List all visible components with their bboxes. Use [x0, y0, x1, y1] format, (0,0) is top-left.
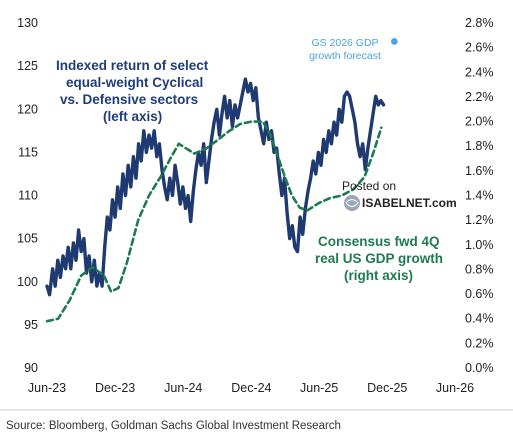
forecast-annotation-line-2: growth forecast — [309, 50, 381, 62]
x-axis-tick-label: Dec-25 — [367, 381, 407, 395]
watermark: Posted on ISABELNET.com — [342, 179, 457, 211]
source-note: Source: Bloomberg, Goldman Sachs Global … — [6, 420, 341, 432]
gdp-growth-series-line — [45, 120, 383, 323]
gdp-annotation-line-1: Consensus fwd 4Q — [318, 234, 440, 249]
forecast-point — [391, 38, 398, 45]
left-axis-tick-label: 90 — [24, 361, 38, 375]
left-axis-tick-label: 125 — [17, 59, 38, 73]
right-axis-tick-label: 1.0% — [465, 238, 494, 252]
right-axis-tick-label: 0.6% — [465, 287, 494, 301]
watermark-globe-icon — [344, 195, 360, 211]
right-axis-tick-label: 0.4% — [465, 312, 494, 326]
left-axis-tick-label: 120 — [17, 102, 38, 116]
right-axis-tick-label: 1.6% — [465, 164, 494, 178]
forecast-annotation-line-1: GS 2026 GDP — [311, 37, 378, 49]
cyclical-defensive-series-line — [45, 77, 386, 297]
x-axis-tick-label: Jun-23 — [28, 381, 66, 395]
cyclical-annotation-line-3: vs. Defensive sectors — [60, 92, 198, 107]
right-axis-tick-label: 1.4% — [465, 189, 494, 203]
right-axis-tick-label: 0.8% — [465, 262, 494, 276]
cyclical-annotation-line-1: Indexed return of select — [56, 58, 209, 73]
cyclical-annotation-line-2: equal-weight Cyclical — [66, 75, 203, 90]
right-axis-tick-label: 1.8% — [465, 139, 494, 153]
watermark-site: ISABELNET.com — [362, 196, 457, 210]
right-axis-tick-label: 0.2% — [465, 336, 494, 350]
x-axis-tick-label: Dec-23 — [95, 381, 135, 395]
right-axis-tick-label: 2.4% — [465, 65, 494, 79]
right-axis-tick-label: 2.2% — [465, 90, 494, 104]
left-axis-tick-label: 130 — [17, 16, 38, 30]
left-axis-tick-label: 115 — [18, 145, 38, 159]
left-axis-tick-label: 110 — [18, 189, 38, 203]
left-axis-tick-label: 105 — [17, 232, 38, 246]
gdp-annotation-line-3: (right axis) — [344, 268, 413, 283]
cyclical-annotation-line-4: (left axis) — [103, 109, 162, 124]
right-axis-tick-label: 0.0% — [465, 361, 494, 375]
x-axis-tick-label: Jun-25 — [300, 381, 338, 395]
x-axis-tick-label: Jun-24 — [164, 381, 202, 395]
x-axis-tick-label: Jun-26 — [436, 381, 474, 395]
left-axis-tick-label: 100 — [17, 275, 38, 289]
right-axis-tick-label: 2.6% — [465, 41, 494, 55]
right-axis-tick-label: 1.2% — [465, 213, 494, 227]
watermark-globe-lines — [345, 199, 359, 207]
left-axis-tick-label: 95 — [24, 318, 38, 332]
gdp-annotation-line-2: real US GDP growth — [315, 251, 443, 266]
right-axis-tick-label: 2.0% — [465, 115, 494, 129]
watermark-posted-on: Posted on — [342, 179, 396, 193]
x-axis-tick-label: Dec-24 — [231, 381, 271, 395]
right-axis-tick-label: 2.8% — [465, 16, 494, 30]
